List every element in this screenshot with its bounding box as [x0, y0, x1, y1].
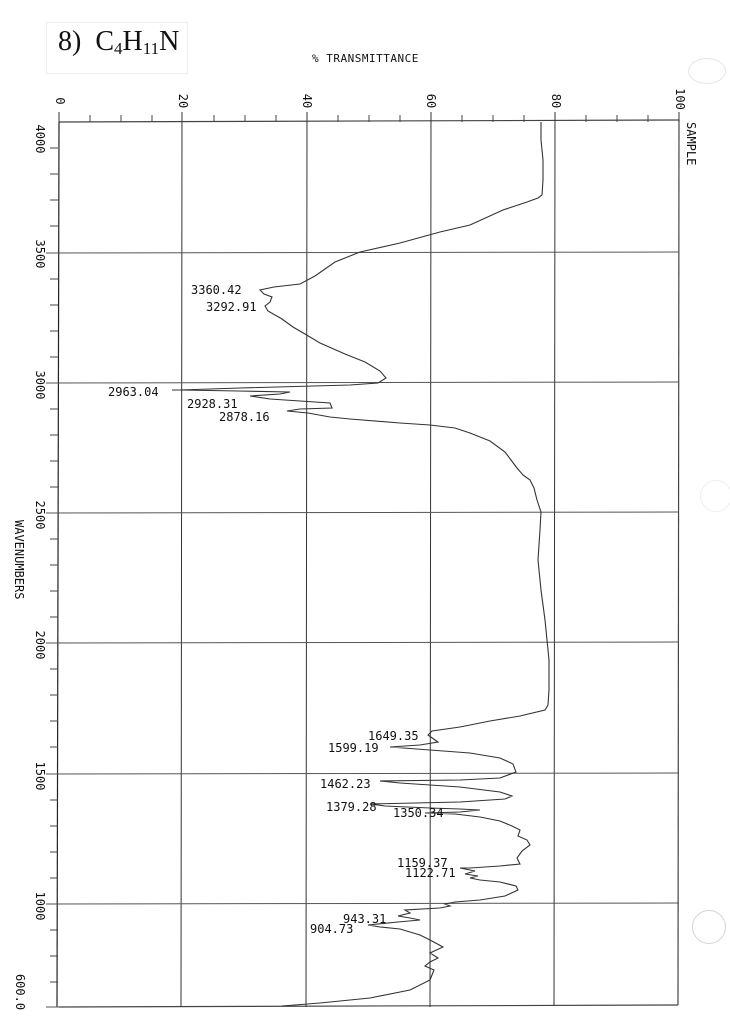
peak-label: 3292.91: [206, 300, 257, 314]
peak-label: 1122.71: [405, 866, 456, 880]
spectrum-line: [179, 122, 550, 1007]
peak-label: 1379.28: [326, 800, 377, 814]
peak-label: 2928.31: [187, 397, 238, 411]
paper-hole-bottom: [692, 910, 726, 944]
peak-label: 1462.23: [320, 777, 371, 791]
paper-hole-top: [688, 58, 726, 84]
title-background: [46, 22, 188, 74]
peak-label: 2878.16: [219, 410, 270, 424]
peak-label: 1350.34: [393, 806, 444, 820]
y-minor-ticks: [50, 147, 58, 983]
x-minor-ticks: [89, 115, 649, 122]
chart-title: 8) C4H11N: [58, 26, 179, 59]
y-gridlines: [45, 251, 680, 1008]
peak-label: 1159.37: [397, 856, 448, 870]
title-number: 8): [58, 26, 82, 57]
peak-label: 2963.04: [108, 385, 159, 399]
peak-label: 904.73: [310, 922, 354, 936]
peak-label: 943.31: [343, 912, 387, 926]
peak-label: 1649.35: [368, 729, 419, 743]
x-gridlines: [58, 111, 680, 1008]
peak-label: 3360.42: [191, 283, 242, 297]
peak-label: 1599.19: [328, 741, 379, 755]
x-axis-label: % TRANSMITTANCE: [312, 52, 419, 65]
paper-hole-mid: [700, 480, 730, 512]
formula: C4H11N: [95, 26, 180, 58]
